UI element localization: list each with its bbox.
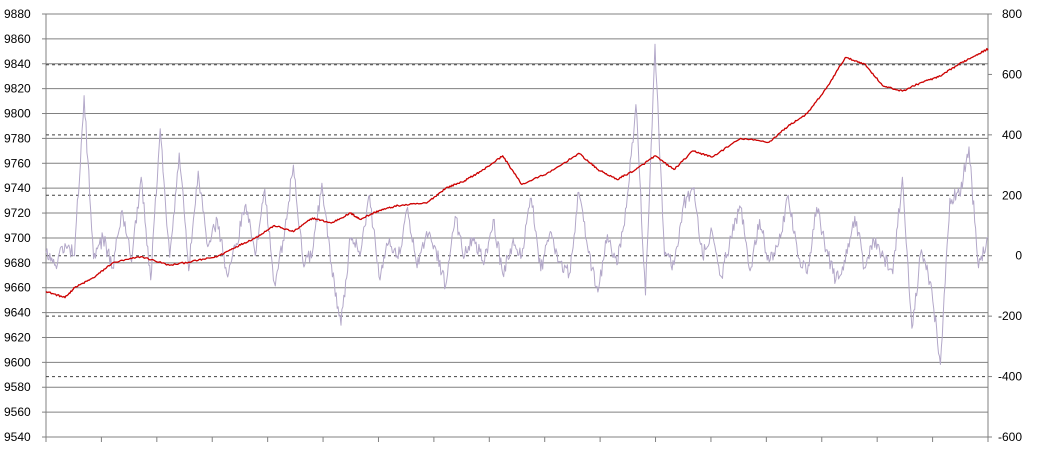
y-right-tick-label: 600 xyxy=(1002,67,1022,81)
y-left-tick-label: 9700 xyxy=(4,231,31,245)
y-left-tick-label: 9600 xyxy=(4,355,31,369)
y-right-tick-label: 400 xyxy=(1002,128,1022,142)
y-left-tick-label: 9780 xyxy=(4,131,31,145)
y-left-tick-label: 9560 xyxy=(4,405,31,419)
y-left-tick-label: 9880 xyxy=(4,7,31,21)
y-right-tick-label: -200 xyxy=(998,309,1022,323)
y-right-tick-label: -600 xyxy=(998,430,1022,444)
y-left-tick-label: 9800 xyxy=(4,107,31,121)
y-left-tick-label: 9760 xyxy=(4,156,31,170)
reference-lines xyxy=(46,64,988,378)
y-left-tick-label: 9640 xyxy=(4,306,31,320)
y-left-tick-label: 9840 xyxy=(4,57,31,71)
x-axis-ticks xyxy=(45,437,989,442)
y-right-tick-label: 0 xyxy=(1015,249,1022,263)
y-left-tick-label: 9660 xyxy=(4,281,31,295)
y-left-tick-label: 9540 xyxy=(4,430,31,444)
y-left-tick-label: 9620 xyxy=(4,330,31,344)
series-layer xyxy=(45,43,989,365)
series-line-right-axis xyxy=(45,43,989,365)
series-line-left-axis xyxy=(45,47,989,299)
y-axis-right: 800 600 400 200 0 -200 -400 -600 xyxy=(988,7,1022,444)
y-left-tick-label: 9860 xyxy=(4,32,31,46)
y-left-tick-label: 9820 xyxy=(4,82,31,96)
y-left-tick-label: 9580 xyxy=(4,380,31,394)
plot-area xyxy=(45,13,989,438)
y-right-tick-label: -400 xyxy=(998,370,1022,384)
y-left-tick-label: 9720 xyxy=(4,206,31,220)
y-right-tick-label: 800 xyxy=(1002,7,1022,21)
y-axis-left: 9880 9860 9840 9820 9800 9780 9760 9740 9720 9700… xyxy=(4,7,46,444)
y-left-tick-label: 9740 xyxy=(4,181,31,195)
y-left-tick-label: 9680 xyxy=(4,256,31,270)
gridlines xyxy=(46,13,988,438)
y-right-tick-label: 200 xyxy=(1002,188,1022,202)
